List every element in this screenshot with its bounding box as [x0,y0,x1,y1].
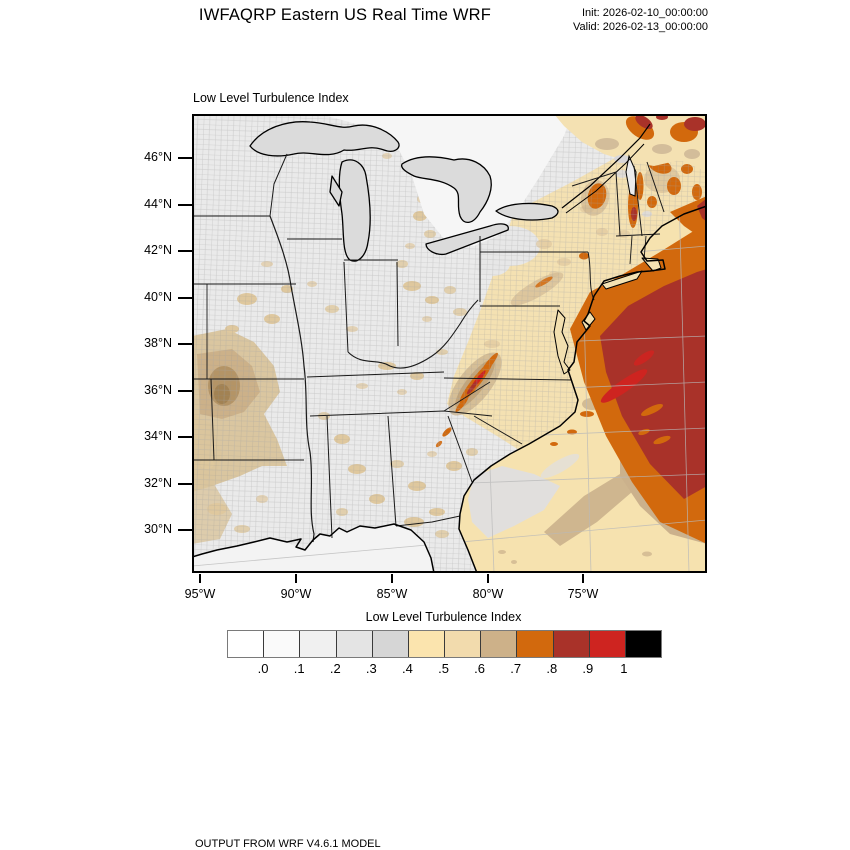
lat-label: 32°N [144,476,172,490]
colorbar-title: Low Level Turbulence Index [365,610,522,624]
lat-label: 34°N [144,429,172,443]
lon-tick [295,574,297,583]
great-lakes [249,121,559,262]
model-info-line1: OUTPUT FROM WRF V4.6.1 MODEL [195,838,381,850]
lon-label: 95°W [184,587,216,601]
map-panel-title: Low Level Turbulence Index [193,91,349,105]
lat-tick [178,297,192,299]
colorbar-cell [408,631,446,657]
colorbar-tick-label: .1 [293,661,305,676]
colorbar-tick-label: .0 [257,661,269,676]
lon-label: 90°W [280,587,312,601]
lat-tick [178,436,192,438]
colorbar-tick-label: .4 [401,661,413,676]
st-lawrence-river [561,123,651,214]
lat-label: 44°N [144,197,172,211]
lat-tick [178,390,192,392]
colorbar-cell [481,631,518,657]
colorbar-cell [625,631,662,657]
colorbar-cell [553,631,590,657]
init-time-label: Init: 2026-02-10_00:00:00 [582,7,708,19]
lat-tick [178,483,192,485]
model-info-footer: OUTPUT FROM WRF V4.6.1 MODEL WE = 310 ; … [195,809,628,850]
lat-label: 36°N [144,383,172,397]
colorbar-tick-label: .2 [329,661,341,676]
lon-tick [391,574,393,583]
map-frame [192,114,707,573]
colorbar-tick-label: 1 [620,661,628,676]
map-panel [192,114,707,573]
colorbar-tick-label: .5 [438,661,449,676]
lon-tick [487,574,489,583]
colorbar-cell [372,631,409,657]
coastline [192,205,707,573]
lat-tick [178,157,192,159]
colorbar-tick-label: .6 [474,661,485,676]
lon-label: 85°W [376,587,408,601]
lat-label: 46°N [144,150,172,164]
run-times: Init: 2026-02-10_00:00:00 Valid: 2026-02… [490,7,708,34]
colorbar-cell [264,631,301,657]
colorbar-tick-label: .8 [546,661,558,676]
colorbar-cell [517,631,554,657]
lon-tick [199,574,201,583]
colorbar [227,630,662,658]
colorbar-tick-labels: .0 .1 .2 .3 .4 .5 .6 .7 .8 .9 1 [227,661,660,677]
lat-tick [178,204,192,206]
map-canvas [192,114,707,573]
colorbar-tick-label: .7 [510,661,522,676]
colorbar-cell [228,631,265,657]
lat-tick [178,250,192,252]
lon-tick [582,574,584,583]
lat-label: 40°N [144,290,172,304]
valid-time-label: Valid: 2026-02-13_00:00:00 [573,20,708,33]
colorbar-tick-label: .3 [365,661,377,676]
lon-label: 80°W [472,587,504,601]
lat-label: 30°N [144,522,172,536]
colorbar-cell [445,631,482,657]
lat-tick [178,529,192,531]
colorbar-tick-label: .9 [582,661,594,676]
lat-tick [178,343,192,345]
colorbar-cell [300,631,337,657]
lon-label: 75°W [567,587,599,601]
bays-islands [553,257,662,375]
state-borders [192,153,665,543]
page-title: IWFAQRP Eastern US Real Time WRF [198,6,492,24]
colorbar-cell [589,631,626,657]
lat-label: 38°N [144,336,172,350]
lat-label: 42°N [144,243,172,257]
colorbar-cell [336,631,373,657]
